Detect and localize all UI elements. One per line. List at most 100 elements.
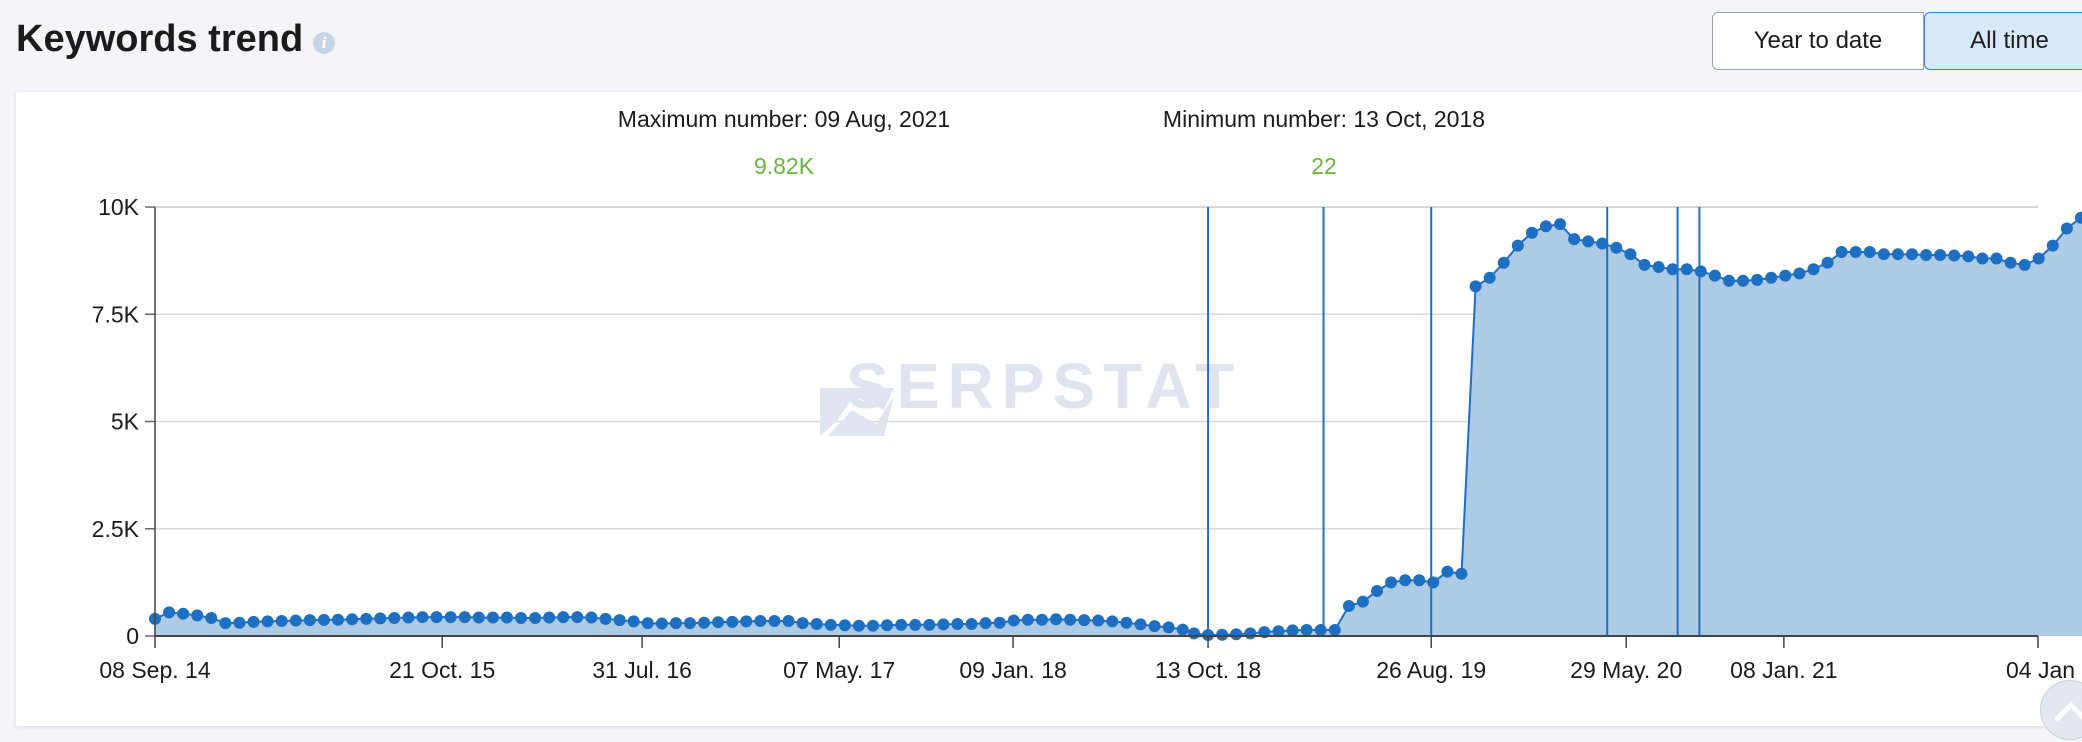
vertical-markers xyxy=(1207,207,1701,636)
data-point xyxy=(1413,574,1426,587)
info-icon[interactable]: i xyxy=(313,31,336,54)
data-point xyxy=(669,617,682,630)
serpstat-watermark: SERPSTAT xyxy=(846,350,1242,422)
x-tick-label: 09 Jan. 18 xyxy=(959,657,1066,683)
data-point xyxy=(627,615,640,628)
x-tick-label: 08 Sep. 14 xyxy=(99,657,210,683)
data-point xyxy=(2018,258,2031,271)
min-number-label: Minimum number: 13 Oct, 2018 xyxy=(1163,106,1485,132)
data-point xyxy=(1765,271,1778,284)
data-point xyxy=(1948,249,1961,262)
data-point xyxy=(923,618,936,631)
y-tick-label: 10K xyxy=(98,194,140,220)
data-point xyxy=(1751,273,1764,286)
data-point xyxy=(261,615,274,628)
data-point xyxy=(1737,274,1750,287)
data-point xyxy=(1162,621,1175,634)
data-point xyxy=(1007,614,1020,627)
data-point xyxy=(1356,595,1369,608)
min-number-value: 22 xyxy=(1311,153,1337,179)
data-point xyxy=(824,618,837,631)
data-point xyxy=(1148,620,1161,633)
data-point xyxy=(852,619,865,632)
y-tick-label: 7.5K xyxy=(92,301,140,327)
page-title-text: Keywords trend xyxy=(16,18,304,60)
data-point xyxy=(754,614,767,627)
data-point xyxy=(1779,269,1792,282)
series-area xyxy=(155,217,2082,636)
x-tick-label: 21 Oct. 15 xyxy=(389,657,495,683)
y-tick-label: 2.5K xyxy=(92,516,140,542)
data-point xyxy=(2032,252,2045,265)
data-point xyxy=(1078,614,1091,627)
data-point xyxy=(810,617,823,630)
data-point xyxy=(557,611,570,624)
data-point xyxy=(1905,248,1918,261)
max-number-label: Maximum number: 09 Aug, 2021 xyxy=(618,106,950,132)
data-point xyxy=(1300,623,1313,636)
chart-card: SERPSTAT 0 2.5K 5K 7.5K 10K 08 Sep. 14 21 Oct.… xyxy=(16,92,2082,726)
data-point xyxy=(1807,263,1820,276)
x-tick-label: 29 May. 20 xyxy=(1570,657,1682,683)
data-point xyxy=(1134,618,1147,631)
data-point xyxy=(416,611,429,624)
data-point xyxy=(655,617,668,630)
data-point xyxy=(1990,252,2003,265)
data-point xyxy=(1176,623,1189,636)
data-point xyxy=(1638,258,1651,271)
x-tick-label: 04 Jan xyxy=(2006,657,2075,683)
data-point xyxy=(430,611,443,624)
data-point xyxy=(726,615,739,628)
data-point xyxy=(1244,627,1257,640)
data-point xyxy=(1385,576,1398,589)
data-point xyxy=(585,611,598,624)
data-point xyxy=(500,611,513,624)
data-point xyxy=(1891,248,1904,261)
year-to-date-button[interactable]: Year to date xyxy=(1712,12,1924,70)
data-point xyxy=(1286,624,1299,637)
x-tick-label: 13 Oct. 18 xyxy=(1155,657,1261,683)
area-layer xyxy=(155,217,2082,636)
data-point xyxy=(867,619,880,632)
data-point xyxy=(1962,250,1975,263)
data-point xyxy=(1835,246,1848,259)
data-point xyxy=(346,613,359,626)
data-point xyxy=(1120,616,1133,629)
data-point xyxy=(1035,613,1048,626)
serpstat-logo-icon xyxy=(820,388,894,436)
data-point xyxy=(1455,567,1468,580)
data-point xyxy=(1106,615,1119,628)
data-point xyxy=(289,614,302,627)
data-point xyxy=(1539,220,1552,233)
data-point xyxy=(2060,222,2073,235)
data-point xyxy=(698,616,711,629)
keywords-trend-chart: SERPSTAT 0 2.5K 5K 7.5K 10K 08 Sep. 14 21 Oct.… xyxy=(92,106,2082,683)
data-point xyxy=(782,614,795,627)
data-point xyxy=(937,618,950,631)
data-point xyxy=(1722,274,1735,287)
data-point xyxy=(360,612,373,625)
data-point xyxy=(2074,211,2082,224)
data-point xyxy=(768,614,781,627)
data-point xyxy=(1934,249,1947,262)
data-point xyxy=(1596,237,1609,250)
x-tick-label: 07 May. 17 xyxy=(783,657,895,683)
data-point xyxy=(951,617,964,630)
data-point xyxy=(683,617,696,630)
data-point xyxy=(543,611,556,624)
data-point xyxy=(1976,252,1989,265)
data-point xyxy=(740,615,753,628)
data-point xyxy=(472,611,485,624)
data-point xyxy=(388,611,401,624)
x-tick-label: 08 Jan. 21 xyxy=(1730,657,1837,683)
all-time-button[interactable]: All time xyxy=(1924,12,2082,70)
max-number-value: 9.82K xyxy=(754,153,815,179)
data-point xyxy=(1624,248,1637,261)
data-point xyxy=(1314,623,1327,636)
data-point xyxy=(374,612,387,625)
data-point xyxy=(1652,261,1665,274)
data-point xyxy=(515,611,528,624)
data-point xyxy=(1666,263,1679,276)
data-point xyxy=(2046,239,2059,252)
data-point xyxy=(1441,565,1454,578)
